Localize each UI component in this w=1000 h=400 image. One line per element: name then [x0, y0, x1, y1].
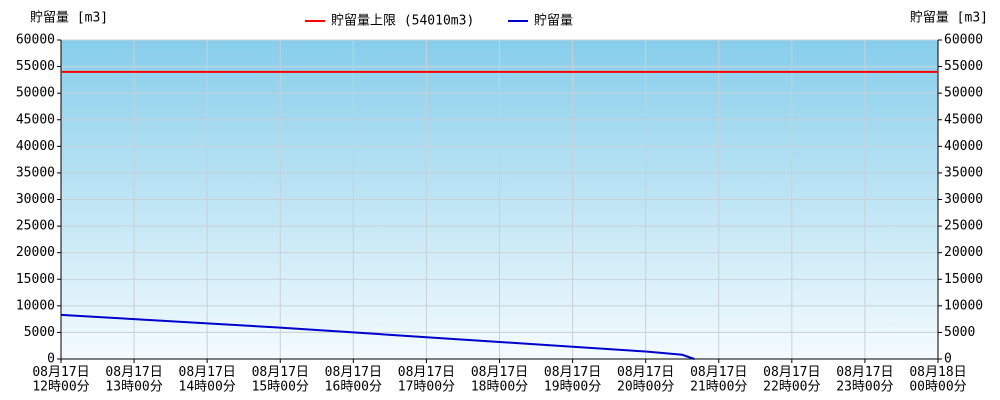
x-tick-label: 08月17日 17時00分	[398, 365, 455, 394]
x-tick-label: 08月17日 20時00分	[617, 365, 674, 394]
y-tick-label: 15000	[16, 272, 55, 287]
y2-tick-label: 50000	[944, 86, 983, 101]
y-tick-label: 0	[47, 352, 55, 367]
y2-tick-label: 60000	[944, 33, 983, 48]
y2-axis-title: 貯留量 [m3]	[910, 11, 988, 26]
y2-tick-label: 40000	[944, 139, 983, 154]
x-tick-label: 08月17日 12時00分	[32, 365, 89, 394]
y2-tick-label: 35000	[944, 165, 983, 180]
y2-tick-label: 5000	[944, 325, 975, 340]
y-tick-label: 5000	[24, 325, 55, 340]
x-tick-label: 08月17日 16時00分	[325, 365, 382, 394]
x-tick-label: 08月17日 19時00分	[544, 365, 601, 394]
y-tick-label: 35000	[16, 165, 55, 180]
x-tick-label: 08月18日 00時00分	[909, 365, 966, 394]
y2-tick-label: 30000	[944, 192, 983, 207]
y-tick-label: 10000	[16, 298, 55, 313]
y2-tick-label: 55000	[944, 59, 983, 74]
y-axis-title: 貯留量 [m3]	[30, 11, 108, 26]
x-tick-label: 08月17日 21時00分	[690, 365, 747, 394]
y-tick-label: 40000	[16, 139, 55, 154]
y2-tick-label: 20000	[944, 245, 983, 260]
y2-tick-label: 45000	[944, 112, 983, 127]
x-tick-label: 08月17日 23時00分	[836, 365, 893, 394]
x-tick-label: 08月17日 14時00分	[179, 365, 236, 394]
x-tick-label: 08月17日 18時00分	[471, 365, 528, 394]
y-tick-label: 45000	[16, 112, 55, 127]
legend-label: 貯留量	[534, 14, 573, 29]
series-line	[60, 313, 695, 360]
y2-tick-label: 10000	[944, 298, 983, 313]
legend-label: 貯留量上限 (54010m3)	[331, 14, 474, 29]
y2-tick-label: 25000	[944, 219, 983, 234]
x-tick-label: 08月17日 15時00分	[252, 365, 309, 394]
x-tick-label: 08月17日 13時00分	[105, 365, 162, 394]
y-tick-label: 55000	[16, 59, 55, 74]
y-tick-label: 30000	[16, 192, 55, 207]
x-tick-label: 08月17日 22時00分	[763, 365, 820, 394]
y-tick-label: 50000	[16, 86, 55, 101]
y-tick-label: 25000	[16, 219, 55, 234]
y-tick-label: 60000	[16, 33, 55, 48]
y2-tick-label: 15000	[944, 272, 983, 287]
y-tick-label: 20000	[16, 245, 55, 260]
y2-tick-label: 0	[944, 352, 952, 367]
